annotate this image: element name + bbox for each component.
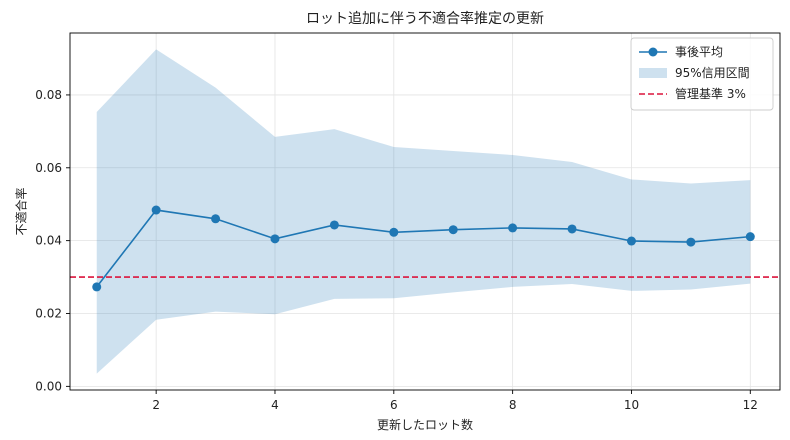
- legend-key-band: [639, 68, 667, 78]
- x-tick-label: 12: [743, 398, 758, 412]
- posterior-mean-point: [508, 223, 518, 233]
- legend-label: 事後平均: [675, 45, 723, 59]
- x-tick-label: 10: [624, 398, 639, 412]
- y-tick-label: 0.00: [35, 379, 62, 393]
- posterior-mean-point: [448, 225, 458, 235]
- legend-label: 管理基準 3%: [675, 86, 746, 101]
- posterior-mean-layer: [92, 205, 755, 292]
- posterior-mean-point: [626, 236, 636, 246]
- posterior-mean-point: [389, 227, 399, 237]
- posterior-mean-line: [96, 209, 751, 288]
- credible-interval-band: [96, 49, 751, 374]
- y-tick-label: 0.02: [35, 307, 62, 321]
- y-tick-label: 0.04: [35, 234, 62, 248]
- credible-interval-band-layer: [96, 49, 751, 374]
- posterior-mean-point: [211, 214, 221, 224]
- chart-title: ロット追加に伴う不適合率推定の更新: [306, 10, 544, 27]
- posterior-mean-point: [567, 224, 577, 234]
- x-tick-label: 6: [390, 398, 398, 412]
- posterior-mean-point: [745, 232, 755, 242]
- y-tick-label: 0.06: [35, 161, 62, 175]
- posterior-mean-point: [329, 220, 339, 230]
- x-axis-ticks: 2 4 6 8 10 12: [152, 390, 758, 412]
- posterior-mean-point: [92, 282, 102, 292]
- posterior-mean-point: [686, 237, 696, 247]
- y-axis-label: 不適合率: [14, 187, 29, 235]
- posterior-mean-point: [151, 205, 161, 215]
- y-axis-ticks: 0.00 0.02 0.04 0.06 0.08: [35, 88, 70, 393]
- x-tick-label: 8: [509, 398, 517, 412]
- posterior-mean-point: [270, 234, 280, 244]
- legend-label: 95%信用区間: [675, 66, 750, 80]
- legend-key-mean-marker: [648, 47, 658, 57]
- y-tick-label: 0.08: [35, 88, 62, 102]
- axes-frame: [69, 32, 781, 391]
- x-tick-label: 4: [271, 398, 279, 412]
- x-tick-label: 2: [152, 398, 160, 412]
- plot-frame: [69, 32, 781, 391]
- legend-box: [630, 37, 774, 111]
- x-axis-label: 更新したロット数: [377, 417, 473, 432]
